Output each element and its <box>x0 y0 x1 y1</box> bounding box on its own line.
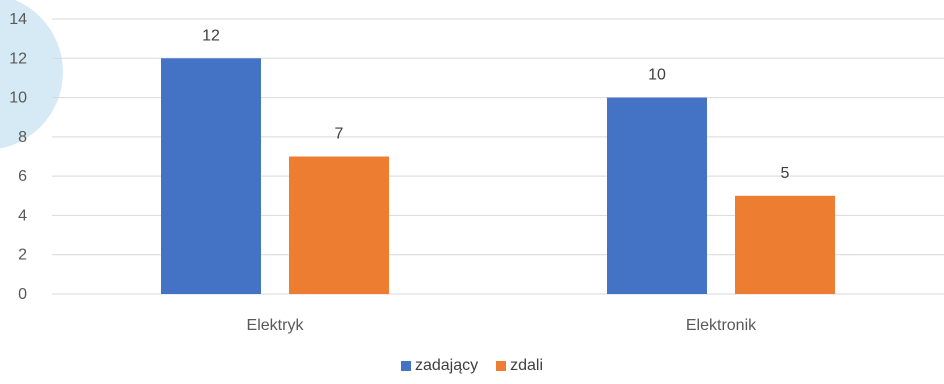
y-tick-label: 4 <box>18 207 27 224</box>
y-tick-label: 12 <box>9 50 27 67</box>
bar <box>161 58 261 295</box>
bar <box>735 195 835 294</box>
legend: zadający zdali <box>0 357 944 375</box>
data-label: 7 <box>335 126 344 143</box>
y-tick-label: 14 <box>9 11 27 28</box>
bar <box>607 97 707 294</box>
x-tick-label: Elektryk <box>247 317 305 334</box>
y-tick-label: 10 <box>9 90 27 107</box>
data-label: 5 <box>781 165 790 182</box>
x-axis-tick-labels: Elektryk Elektronik <box>247 317 758 334</box>
legend-item-zdali: zdali <box>496 357 543 375</box>
y-tick-label: 2 <box>18 247 27 264</box>
legend-item-zadajacy: zadający <box>400 357 479 375</box>
y-axis-tick-labels: 0 2 4 6 8 10 12 14 <box>9 11 27 303</box>
decorative-circle <box>0 0 63 149</box>
data-label: 12 <box>202 27 220 44</box>
legend-label-zdali: zdali <box>510 357 544 374</box>
y-tick-label: 0 <box>18 286 27 303</box>
legend-swatch-zadajacy <box>400 361 411 371</box>
legend-swatch-zdali <box>496 361 507 371</box>
data-label: 10 <box>648 67 666 84</box>
data-labels: 12 7 10 5 <box>202 27 789 182</box>
bars <box>161 58 835 295</box>
bar <box>289 156 389 294</box>
legend-label-zadajacy: zadający <box>414 357 479 374</box>
decorative-circle-shape <box>0 0 63 149</box>
y-tick-label: 8 <box>18 129 27 146</box>
x-tick-label: Elektronik <box>686 317 757 334</box>
y-tick-label: 6 <box>18 168 27 185</box>
